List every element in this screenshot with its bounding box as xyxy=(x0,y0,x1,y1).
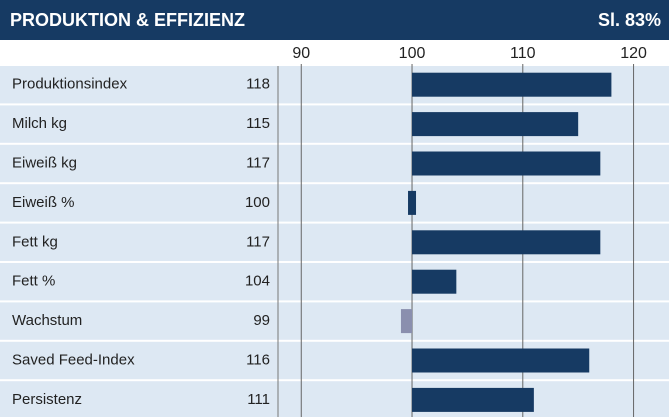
bar xyxy=(412,72,612,97)
row-background xyxy=(0,381,669,417)
value-label: 99 xyxy=(253,312,270,329)
row-label: Saved Feed-Index xyxy=(12,351,135,368)
value-label: 115 xyxy=(246,115,270,132)
row-background xyxy=(0,184,669,222)
row-label: Eiweiß % xyxy=(12,194,75,211)
bar xyxy=(412,112,579,137)
reliability: Sl. 83% xyxy=(598,10,661,30)
value-label: 118 xyxy=(246,76,270,93)
row-label: Fett % xyxy=(12,273,55,290)
bar xyxy=(412,151,601,176)
bar xyxy=(412,269,457,294)
row-label: Wachstum xyxy=(12,312,82,329)
row-background xyxy=(0,263,669,301)
bar xyxy=(408,190,417,215)
row-label: Persistenz xyxy=(12,391,82,408)
row-label: Fett kg xyxy=(12,233,58,250)
bar xyxy=(412,230,601,255)
x-tick-label: 90 xyxy=(292,45,310,62)
value-label: 104 xyxy=(245,273,270,290)
bar xyxy=(412,387,534,412)
value-label: 116 xyxy=(246,351,270,368)
value-label: 100 xyxy=(245,194,270,211)
x-tick-label: 110 xyxy=(510,45,536,62)
value-label: 111 xyxy=(247,391,270,408)
row-label: Milch kg xyxy=(12,115,67,132)
bar xyxy=(412,348,590,373)
row-label: Produktionsindex xyxy=(12,76,128,93)
chart-title: PRODUKTION & EFFIZIENZ xyxy=(10,10,245,30)
value-label: 117 xyxy=(246,233,270,250)
header-bar xyxy=(0,0,669,40)
bar xyxy=(400,309,413,334)
row-label: Eiweiß kg xyxy=(12,154,77,171)
x-tick-label: 100 xyxy=(399,45,426,62)
value-label: 117 xyxy=(246,154,270,171)
x-tick-label: 120 xyxy=(620,45,647,62)
row-background xyxy=(0,302,669,340)
